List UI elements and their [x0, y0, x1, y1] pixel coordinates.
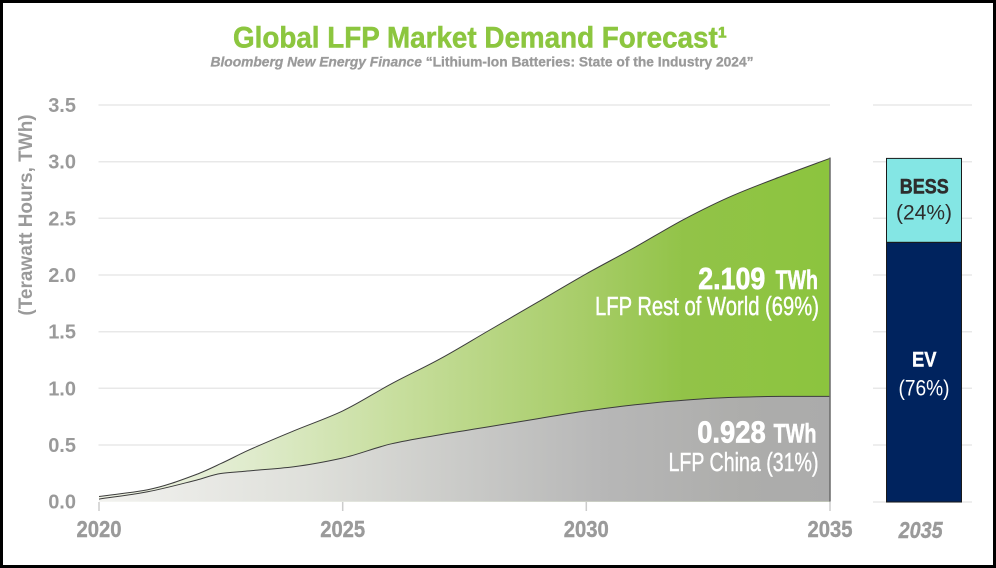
svg-text:2020: 2020	[77, 516, 122, 542]
svg-text:Global LFP Market Demand Forec: Global LFP Market Demand Forecast¹	[233, 22, 727, 55]
svg-text:1.0: 1.0	[48, 378, 76, 400]
svg-text:3.5: 3.5	[48, 95, 76, 117]
svg-text:EV: EV	[912, 347, 937, 371]
svg-text:Bloomberg New Energy Finance “: Bloomberg New Energy Finance “Lithium-Io…	[211, 54, 754, 70]
svg-text:1.5: 1.5	[48, 322, 76, 344]
svg-text:2.109: 2.109	[698, 261, 765, 296]
svg-text:TWh: TWh	[776, 265, 819, 295]
svg-text:2025: 2025	[320, 516, 365, 542]
svg-text:0.928: 0.928	[697, 415, 766, 450]
svg-text:TWh: TWh	[774, 419, 817, 449]
svg-text:2.5: 2.5	[48, 208, 76, 230]
svg-text:LFP Rest of World (69%): LFP Rest of World (69%)	[595, 293, 819, 321]
svg-text:2030: 2030	[564, 516, 609, 542]
svg-text:2035: 2035	[898, 517, 944, 543]
svg-text:2035: 2035	[808, 516, 853, 542]
svg-text:3.0: 3.0	[48, 152, 76, 174]
svg-text:0.0: 0.0	[48, 492, 76, 514]
svg-text:0.5: 0.5	[48, 435, 76, 457]
svg-text:(Terawatt Hours, TWh): (Terawatt Hours, TWh)	[16, 114, 37, 315]
svg-text:(24%): (24%)	[896, 201, 952, 225]
svg-text:BESS: BESS	[900, 176, 949, 199]
svg-text:2.0: 2.0	[48, 265, 76, 287]
svg-text:LFP China (31%): LFP China (31%)	[669, 449, 819, 477]
svg-text:(76%): (76%)	[899, 376, 950, 401]
